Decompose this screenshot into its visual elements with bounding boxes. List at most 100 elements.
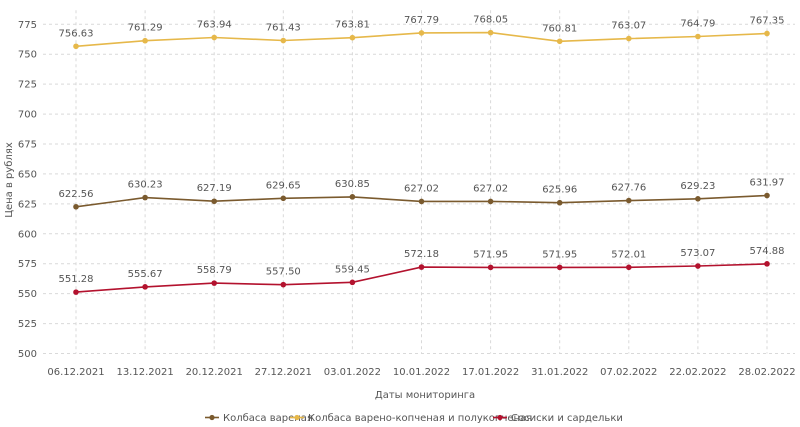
y-tick-label: 550 (18, 289, 37, 300)
data-point (487, 264, 494, 271)
y-tick-label: 600 (18, 229, 37, 240)
data-label: 574.88 (750, 246, 785, 257)
data-label: 551.28 (59, 274, 94, 285)
data-label: 630.85 (335, 179, 370, 190)
data-label: 571.95 (542, 249, 577, 260)
data-label: 629.65 (266, 180, 301, 191)
data-label: 767.35 (750, 15, 785, 26)
x-axis-ticks: 06.12.2021 13.12.2021 20.12.2021 27.12.2021… (47, 367, 795, 378)
x-axis-title: Даты мониторинга (375, 390, 475, 401)
data-label: 760.81 (542, 23, 577, 34)
data-point (349, 279, 356, 286)
y-tick-label: 625 (18, 199, 37, 210)
data-label: 559.45 (335, 264, 370, 275)
series (73, 29, 770, 295)
data-point (211, 280, 217, 286)
data-label: 761.29 (128, 23, 163, 34)
data-point (142, 37, 148, 44)
data-label: 622.56 (59, 189, 94, 200)
data-point (73, 203, 79, 210)
data-point (349, 34, 356, 41)
y-tick-label: 525 (18, 319, 37, 330)
data-label: 763.94 (197, 20, 232, 31)
data-point (764, 30, 770, 37)
data-label: 768.05 (473, 15, 508, 26)
data-point (556, 199, 563, 206)
legend-label: Колбаса вареная (223, 413, 313, 424)
legend-point-marker (497, 414, 503, 421)
y-tick-label: 575 (18, 259, 37, 270)
grid (43, 10, 795, 354)
y-axis-title: Цена в рублях (4, 142, 15, 218)
x-tick-label: 10.01.2022 (393, 367, 450, 378)
data-point (626, 264, 632, 271)
data-labels: 622.56 630.23 627.19 629.65 630.85 627.02 627.… (59, 15, 785, 285)
data-point (556, 38, 563, 45)
data-point (349, 194, 356, 200)
data-label: 572.18 (404, 249, 439, 260)
legend-label: Сосиски и сардельки (511, 413, 623, 424)
data-label: 557.50 (266, 267, 301, 278)
y-axis-ticks: 500 525 550 575 600 625 650 675 700 725 750 775 (18, 20, 37, 360)
data-point (764, 261, 770, 267)
legend-item: Колбаса вареная (205, 413, 313, 424)
data-label: 630.23 (128, 180, 163, 191)
data-label: 625.96 (542, 185, 577, 196)
data-label: 763.81 (335, 20, 370, 31)
data-point (280, 281, 287, 288)
data-label: 764.79 (680, 19, 715, 30)
data-point (73, 43, 79, 50)
y-tick-label: 725 (18, 80, 37, 91)
x-tick-label: 31.01.2022 (531, 367, 588, 378)
data-label: 572.01 (611, 249, 646, 260)
x-tick-label: 20.12.2021 (186, 367, 243, 378)
data-label: 629.23 (680, 181, 715, 192)
data-point (487, 29, 494, 36)
x-tick-label: 07.02.2022 (600, 367, 657, 378)
data-label: 627.02 (404, 183, 439, 194)
data-label: 627.19 (197, 183, 232, 194)
y-tick-label: 650 (18, 169, 37, 180)
legend-point-marker (209, 414, 215, 421)
data-point (695, 263, 701, 269)
x-tick-label: 06.12.2021 (47, 367, 104, 378)
x-tick-label: 17.01.2022 (462, 367, 519, 378)
data-point (487, 198, 494, 205)
y-tick-label: 675 (18, 140, 37, 151)
data-point (626, 197, 632, 204)
x-tick-label: 13.12.2021 (116, 367, 173, 378)
data-point (211, 34, 217, 41)
data-label: 571.95 (473, 249, 508, 260)
data-point (142, 194, 148, 201)
data-point (695, 33, 701, 40)
legend-point-marker (294, 414, 300, 421)
data-point (211, 198, 217, 205)
data-point (556, 264, 563, 271)
data-label: 631.97 (750, 178, 785, 189)
data-label: 763.07 (611, 21, 646, 32)
data-point (418, 198, 425, 205)
y-tick-label: 750 (18, 50, 37, 61)
data-point (764, 192, 770, 199)
legend-item: Сосиски и сардельки (493, 413, 623, 424)
data-label: 767.79 (404, 15, 439, 26)
data-label: 573.07 (680, 248, 715, 259)
data-point (695, 195, 701, 202)
y-tick-label: 700 (18, 110, 37, 121)
legend-item: Колбаса варено-копченая и полукопченая (290, 413, 532, 424)
data-label: 555.67 (128, 269, 163, 280)
data-point (142, 284, 148, 290)
data-point (626, 35, 632, 42)
data-point (418, 264, 425, 270)
y-tick-label: 775 (18, 20, 37, 31)
y-tick-label: 500 (18, 349, 37, 360)
data-point (418, 30, 425, 36)
x-tick-label: 03.01.2022 (324, 367, 381, 378)
legend-label: Колбаса варено-копченая и полукопченая (308, 413, 532, 424)
x-tick-label: 27.12.2021 (255, 367, 312, 378)
x-tick-label: 28.02.2022 (738, 367, 795, 378)
data-label: 558.79 (197, 265, 232, 276)
data-point (73, 289, 79, 295)
